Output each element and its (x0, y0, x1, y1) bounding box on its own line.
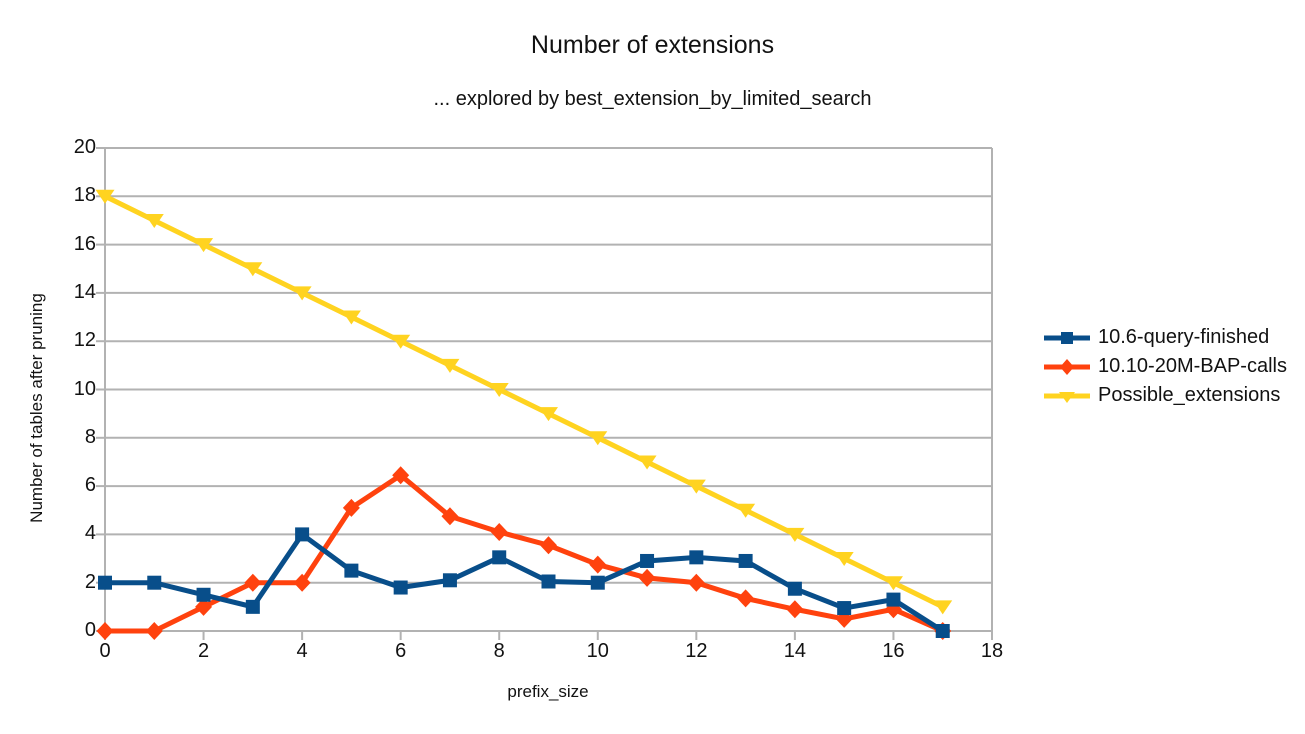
square-marker (196, 587, 211, 602)
square-marker (935, 624, 950, 638)
x-tick-label: 18 (980, 640, 1004, 662)
diamond-marker (96, 622, 114, 640)
diamond-marker (293, 573, 311, 592)
diamond-marker (540, 536, 557, 555)
y-tick-label: 6 (84, 474, 96, 497)
x-tick-label: 12 (685, 640, 708, 662)
square-marker (442, 573, 457, 588)
triangle-down-marker (933, 600, 953, 615)
triangle-down-marker (95, 189, 115, 204)
legend-item: 10.10-20M-BAP-calls (1044, 352, 1287, 381)
x-tick-label: 8 (493, 640, 505, 662)
legend-label: Possible_extensions (1098, 384, 1281, 406)
triangle-down-marker (588, 431, 608, 446)
square-marker (886, 592, 901, 607)
triangle-down-marker (489, 383, 509, 397)
y-tick-label: 14 (73, 280, 96, 303)
y-tick-label: 18 (73, 184, 96, 207)
diamond-marker (441, 507, 459, 526)
square-marker (541, 574, 556, 589)
diamond-marker (490, 522, 508, 541)
x-tick-label: 16 (882, 640, 905, 662)
triangle-down-marker (144, 213, 164, 228)
square-marker (640, 553, 655, 568)
legend-item: Possible_extensions (1044, 381, 1287, 410)
y-tick-label: 16 (73, 232, 96, 255)
triangle-down-marker (637, 455, 657, 470)
legend-label: 10.6-query-finished (1098, 326, 1270, 348)
diamond-marker (638, 568, 656, 587)
legend-swatch-triangle-down-icon (1044, 391, 1090, 403)
square-marker (147, 575, 162, 590)
diamond-marker (589, 555, 607, 574)
diamond-marker (687, 573, 705, 592)
x-tick-label: 0 (99, 640, 111, 662)
triangle-down-marker (341, 310, 361, 325)
series-line (105, 472, 944, 634)
legend-label: 10.10-20M-BAP-calls (1098, 355, 1287, 377)
square-marker (245, 599, 260, 614)
square-marker (837, 601, 852, 616)
y-tick-label: 4 (84, 522, 96, 545)
diamond-marker (392, 466, 410, 485)
legend-swatch-diamond-icon (1044, 358, 1090, 375)
diamond-marker (737, 589, 755, 608)
chart-subtitle: ... explored by best_extension_by_limite… (433, 88, 872, 110)
square-marker (344, 563, 359, 578)
y-axis-title: Number of tables after pruning (27, 293, 46, 523)
x-tick-label: 2 (197, 640, 210, 662)
y-tick-label: 2 (84, 570, 96, 593)
triangle-down-marker (883, 576, 903, 591)
triangle-down-marker (785, 527, 805, 542)
y-tick-label: 12 (73, 329, 96, 352)
triangle-down-marker (834, 552, 854, 567)
diamond-marker (244, 573, 262, 592)
triangle-down-marker (539, 407, 558, 422)
triangle-down-marker (686, 479, 706, 494)
triangle-down-marker (440, 358, 460, 373)
x-axis-title: prefix_size (507, 682, 589, 701)
square-marker (295, 527, 310, 542)
square-marker (590, 575, 605, 590)
x-tick-label: 4 (296, 640, 308, 662)
chart-title: Number of extensions (530, 31, 775, 59)
triangle-down-marker (194, 238, 214, 253)
triangle-down-marker (243, 262, 263, 277)
x-tick-label: 14 (783, 640, 806, 662)
triangle-down-marker (736, 503, 756, 518)
triangle-down-marker (391, 334, 411, 349)
y-tick-label: 8 (84, 425, 96, 448)
y-tick-label: 20 (73, 136, 96, 158)
x-tick-label: 10 (586, 640, 609, 662)
square-marker (689, 550, 704, 565)
square-marker (738, 553, 753, 568)
y-tick-label: 10 (73, 377, 96, 400)
legend: 10.6-query-finished 10.10-20M-BAP-calls Po… (1044, 323, 1287, 410)
series-line (103, 194, 944, 610)
diamond-marker (145, 622, 163, 640)
diamond-marker (786, 600, 804, 619)
triangle-down-marker (292, 286, 312, 301)
square-marker (393, 580, 408, 595)
square-marker (787, 581, 802, 596)
square-marker (98, 575, 112, 590)
y-tick-label: 0 (84, 619, 96, 641)
square-marker (492, 550, 507, 565)
diamond-marker (342, 498, 360, 517)
diamond-marker (195, 597, 213, 616)
legend-swatch-square-icon (1044, 331, 1090, 344)
x-tick-label: 6 (395, 640, 407, 662)
series-line (105, 530, 945, 634)
legend-item: 10.6-query-finished (1044, 323, 1287, 352)
